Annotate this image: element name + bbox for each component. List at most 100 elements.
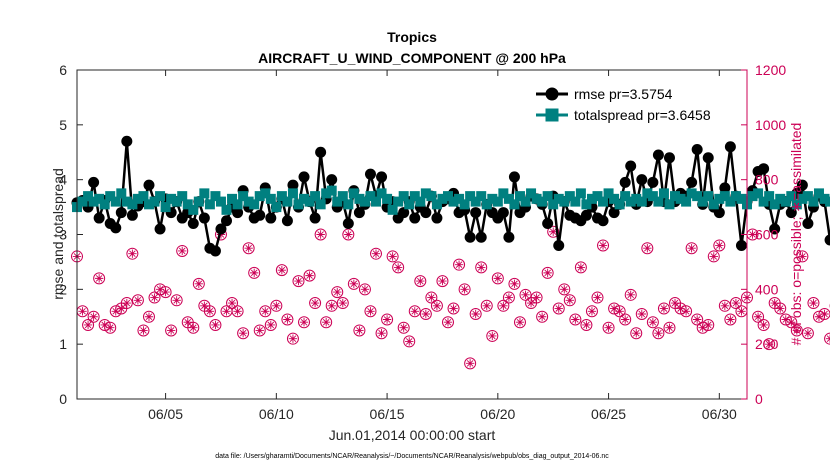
obs-assimilated-asterisk (233, 307, 242, 316)
rmse-point (508, 171, 520, 183)
obs-possible-circle (613, 305, 626, 318)
obs-possible-circle (430, 299, 443, 312)
obs-possible-circle (187, 321, 200, 334)
totalspread-point (797, 193, 808, 204)
obs-assimilated-asterisk (405, 337, 414, 346)
rmse-point (265, 212, 277, 224)
obs-assimilated-asterisk (543, 268, 552, 278)
obs-count-point (314, 228, 327, 241)
obs-assimilated-asterisk (648, 318, 658, 327)
obs-possible-circle (436, 275, 449, 288)
obs-possible-circle (458, 283, 471, 296)
totalspread-point (465, 191, 476, 202)
totalspread-point (758, 196, 769, 207)
rmse-point (619, 176, 631, 188)
totalspread-point (559, 196, 570, 207)
obs-count-point (220, 305, 233, 318)
totalspread-point (359, 196, 370, 207)
totalspread-point (470, 196, 481, 207)
obs-possible-circle (159, 286, 172, 299)
obs-possible-circle (370, 247, 383, 260)
obs-count-point (680, 305, 693, 318)
obs-possible-circle (358, 283, 371, 296)
rmse-point (497, 207, 509, 219)
obs-assimilated-asterisk (238, 329, 248, 338)
totalspread-point (780, 196, 791, 207)
totalspread-point (697, 196, 708, 207)
obs-possible-circle (818, 308, 830, 321)
rmse-point (93, 212, 105, 224)
obs-count-point (364, 305, 377, 318)
totalspread-point (620, 191, 631, 202)
obs-count-point (464, 357, 477, 370)
obs-possible-circle (275, 264, 288, 277)
rmse-point (209, 245, 221, 257)
totalspread-point (127, 199, 138, 210)
totalspread-point (653, 196, 664, 207)
totalspread-point (675, 193, 686, 204)
totalspread-point (77, 196, 88, 207)
obs-count-point (292, 275, 305, 288)
obs-assimilated-asterisk (477, 263, 486, 272)
obs-count-point (336, 297, 349, 310)
rmse-point (110, 222, 122, 234)
totalspread-point (636, 196, 647, 207)
obs-count-point (386, 250, 399, 263)
obs-possible-circle (563, 294, 576, 307)
obs-possible-circle (237, 327, 250, 340)
totalspread-point (221, 204, 232, 215)
x-axis-label: Jun.01,2014 00:00:00 start (329, 427, 496, 443)
obs-possible-circle (630, 327, 643, 340)
obs-assimilated-asterisk (803, 329, 813, 338)
obs-assimilated-asterisk (366, 307, 375, 316)
totalspread-point (304, 196, 315, 207)
totalspread-point (609, 193, 620, 204)
obs-possible-circle (530, 291, 543, 304)
obs-possible-circle (469, 308, 482, 321)
obs-count-point (325, 299, 338, 312)
obs-count-point (248, 266, 261, 279)
totalspread-point (492, 196, 503, 207)
totalspread-point (166, 193, 177, 204)
obs-count-point (430, 299, 443, 312)
obs-count-point (187, 321, 200, 334)
obs-count-point (785, 316, 798, 329)
rmse-point (315, 146, 327, 158)
obs-count-point (475, 261, 488, 274)
totalspread-point (376, 188, 387, 199)
obs-possible-circle (691, 313, 704, 326)
totalspread-point (802, 191, 813, 202)
totalspread-point (254, 191, 265, 202)
obs-assimilated-asterisk (809, 298, 818, 308)
obs-assimilated-asterisk (183, 318, 192, 327)
obs-possible-circle (491, 272, 504, 285)
rmse-point (143, 179, 155, 191)
obs-possible-circle (635, 308, 648, 321)
totalspread-point (265, 193, 276, 204)
obs-count-point (176, 244, 189, 257)
totalspread-point (116, 188, 127, 199)
obs-possible-circle (486, 329, 499, 342)
rmse-point (198, 212, 210, 224)
y-right-tick-label: 400 (755, 281, 779, 297)
totalspread-point (404, 199, 415, 210)
obs-possible-circle (680, 305, 693, 318)
obs-assimilated-asterisk (421, 309, 431, 319)
obs-count-point (585, 305, 598, 318)
obs-possible-circle (475, 261, 488, 274)
y-left-tick-label: 0 (59, 391, 67, 407)
totalspread-point (592, 191, 603, 202)
x-tick-label: 06/25 (591, 406, 626, 422)
obs-count-point (342, 228, 355, 241)
obs-assimilated-asterisk (593, 293, 602, 302)
x-tick-label: 06/10 (259, 406, 294, 422)
rmse-point (298, 171, 310, 183)
totalspread-point (481, 199, 492, 210)
totalspread-point (337, 191, 348, 202)
obs-possible-circle (264, 318, 277, 331)
totalspread-point (708, 199, 719, 210)
totalspread-point (703, 191, 714, 202)
obs-assimilated-asterisk (388, 252, 397, 261)
obs-assimilated-asterisk (820, 309, 829, 319)
